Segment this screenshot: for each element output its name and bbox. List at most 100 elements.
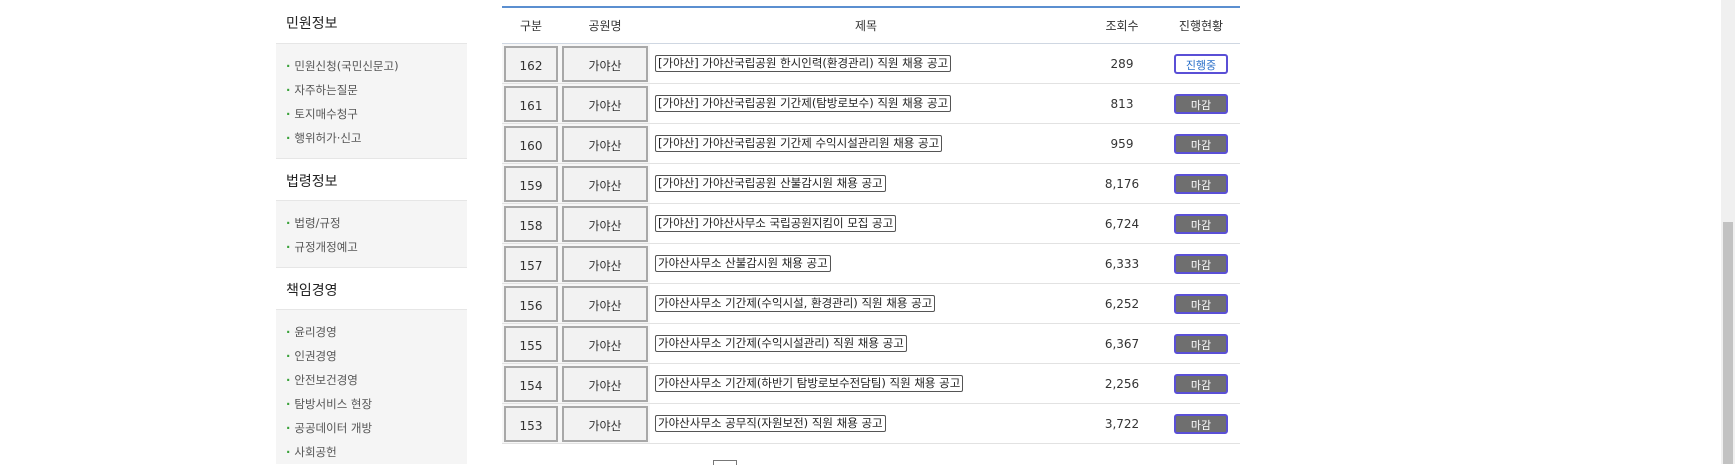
column-header-title: 제목: [650, 7, 1082, 44]
row-no: 155: [504, 325, 558, 362]
row-park: 가야산: [562, 45, 648, 82]
row-no-cell: 161: [502, 83, 560, 124]
row-title-cell: [가야산] 가야산국립공원 기간제(탐방로보수) 직원 채용 공고: [650, 83, 1082, 124]
bullet-icon: ·: [286, 445, 291, 459]
row-no: 160: [504, 125, 558, 162]
sidebar-item[interactable]: · 법령/규정: [286, 215, 341, 231]
row-park-cell: 가야산: [560, 203, 650, 244]
row-title-cell: 가야산사무소 기간제(수익시설관리) 직원 채용 공고: [650, 323, 1082, 364]
sidebar: 민원정보 · 민원신청(국민신문고) · 자주하는질문 · 토지매수청구 · 행위허가·…: [276, 0, 467, 464]
bullet-icon: ·: [286, 397, 291, 411]
row-views: 3,722: [1082, 403, 1162, 444]
row-views: 2,256: [1082, 363, 1162, 404]
row-title-link[interactable]: 가야산사무소 기간제(하반기 탐방로보수전담팀) 직원 채용 공고: [655, 375, 964, 392]
row-no: 161: [504, 85, 558, 122]
sidebar-item[interactable]: · 규정개정예고: [286, 239, 358, 255]
row-park-cell: 가야산: [560, 163, 650, 204]
row-no-cell: 155: [502, 323, 560, 364]
row-title-link[interactable]: [가야산] 가야산국립공원 기간제(탐방로보수) 직원 채용 공고: [655, 95, 952, 112]
row-status-cell: 마감: [1162, 283, 1240, 324]
pagination-button[interactable]: [713, 460, 737, 465]
table-header-row: 구분 공원명 제목 조회수 진행현황: [502, 7, 1240, 44]
bullet-icon: ·: [286, 421, 291, 435]
bullet-icon: ·: [286, 107, 291, 121]
sidebar-item-label: 윤리경영: [294, 325, 337, 339]
status-badge-closed[interactable]: 마감: [1174, 293, 1228, 314]
row-title-cell: [가야산] 가야산국립공원 한시인력(환경관리) 직원 채용 공고: [650, 43, 1082, 84]
row-park-cell: 가야산: [560, 43, 650, 84]
row-no: 154: [504, 365, 558, 402]
status-badge-closed[interactable]: 마감: [1174, 93, 1228, 114]
row-views: 959: [1082, 123, 1162, 164]
sidebar-item[interactable]: · 자주하는질문: [286, 82, 358, 98]
bullet-icon: ·: [286, 131, 291, 145]
row-title-link[interactable]: 가야산사무소 공무직(자원보전) 직원 채용 공고: [655, 415, 886, 432]
status-badge-closed[interactable]: 마감: [1174, 373, 1228, 394]
sidebar-item[interactable]: · 탐방서비스 현장: [286, 396, 372, 412]
sidebar-item[interactable]: · 인권경영: [286, 348, 337, 364]
status-badge-closed[interactable]: 마감: [1174, 173, 1228, 194]
row-views: 289: [1082, 43, 1162, 84]
row-title-link[interactable]: [가야산] 가야산국립공원 기간제 수익시설관리원 채용 공고: [655, 135, 943, 152]
sidebar-section-title: 민원정보: [286, 16, 338, 32]
status-badge-closed[interactable]: 마감: [1174, 413, 1228, 434]
row-park: 가야산: [562, 405, 648, 442]
row-title-link[interactable]: [가야산] 가야산사무소 국립공원지킴이 모집 공고: [655, 215, 897, 232]
sidebar-item[interactable]: · 안전보건경영: [286, 372, 358, 388]
sidebar-item[interactable]: · 사회공헌: [286, 444, 337, 460]
bullet-icon: ·: [286, 240, 291, 254]
row-title-link[interactable]: 가야산사무소 산불감시원 채용 공고: [655, 255, 831, 272]
row-status-cell: 마감: [1162, 243, 1240, 284]
recruitment-board: 구분 공원명 제목 조회수 진행현황 162 가야산 [가야산] 가야산국립공원…: [502, 6, 1240, 444]
sidebar-item[interactable]: · 민원신청(국민신문고): [286, 58, 399, 74]
row-park: 가야산: [562, 205, 648, 242]
row-no-cell: 156: [502, 283, 560, 324]
table-row: 154 가야산 가야산사무소 기간제(하반기 탐방로보수전담팀) 직원 채용 공…: [502, 363, 1240, 404]
row-park-cell: 가야산: [560, 283, 650, 324]
sidebar-item[interactable]: · 토지매수청구: [286, 106, 358, 122]
row-status-cell: 마감: [1162, 203, 1240, 244]
sidebar-section-header[interactable]: 법령정보: [276, 158, 467, 201]
status-badge-closed[interactable]: 마감: [1174, 133, 1228, 154]
status-badge-closed[interactable]: 마감: [1174, 213, 1228, 234]
row-title-cell: [가야산] 가야산국립공원 기간제 수익시설관리원 채용 공고: [650, 123, 1082, 164]
row-title-link[interactable]: 가야산사무소 기간제(수익시설, 환경관리) 직원 채용 공고: [655, 295, 936, 312]
row-park-cell: 가야산: [560, 243, 650, 284]
row-status-cell: 마감: [1162, 323, 1240, 364]
row-views: 813: [1082, 83, 1162, 124]
row-title-cell: 가야산사무소 기간제(수익시설, 환경관리) 직원 채용 공고: [650, 283, 1082, 324]
row-park: 가야산: [562, 165, 648, 202]
status-badge-open[interactable]: 진행중: [1174, 53, 1228, 74]
row-views: 8,176: [1082, 163, 1162, 204]
row-no: 158: [504, 205, 558, 242]
row-status-cell: 진행중: [1162, 43, 1240, 84]
row-status-cell: 마감: [1162, 83, 1240, 124]
row-title-link[interactable]: 가야산사무소 기간제(수익시설관리) 직원 채용 공고: [655, 335, 907, 352]
row-no: 157: [504, 245, 558, 282]
row-title-cell: 가야산사무소 공무직(자원보전) 직원 채용 공고: [650, 403, 1082, 444]
row-park: 가야산: [562, 285, 648, 322]
row-no: 162: [504, 45, 558, 82]
status-badge-closed[interactable]: 마감: [1174, 333, 1228, 354]
row-no-cell: 160: [502, 123, 560, 164]
row-park-cell: 가야산: [560, 123, 650, 164]
table-row: 159 가야산 [가야산] 가야산국립공원 산불감시원 채용 공고 8,176 …: [502, 163, 1240, 204]
row-views: 6,367: [1082, 323, 1162, 364]
row-title-cell: 가야산사무소 산불감시원 채용 공고: [650, 243, 1082, 284]
row-no-cell: 159: [502, 163, 560, 204]
sidebar-item-label: 토지매수청구: [294, 107, 358, 121]
sidebar-item[interactable]: · 행위허가·신고: [286, 130, 362, 146]
sidebar-item[interactable]: · 공공데이터 개방: [286, 420, 372, 436]
scrollbar-thumb[interactable]: [1723, 222, 1733, 464]
sidebar-section-header[interactable]: 민원정보: [276, 0, 467, 44]
row-title-link[interactable]: [가야산] 가야산국립공원 산불감시원 채용 공고: [655, 175, 886, 192]
row-title-cell: 가야산사무소 기간제(하반기 탐방로보수전담팀) 직원 채용 공고: [650, 363, 1082, 404]
table-row: 155 가야산 가야산사무소 기간제(수익시설관리) 직원 채용 공고 6,36…: [502, 323, 1240, 364]
row-views: 6,333: [1082, 243, 1162, 284]
row-park: 가야산: [562, 365, 648, 402]
sidebar-item[interactable]: · 윤리경영: [286, 324, 337, 340]
status-badge-closed[interactable]: 마감: [1174, 253, 1228, 274]
row-title-link[interactable]: [가야산] 가야산국립공원 한시인력(환경관리) 직원 채용 공고: [655, 55, 952, 72]
bullet-icon: ·: [286, 216, 291, 230]
sidebar-section-header[interactable]: 책임경영: [276, 267, 467, 310]
